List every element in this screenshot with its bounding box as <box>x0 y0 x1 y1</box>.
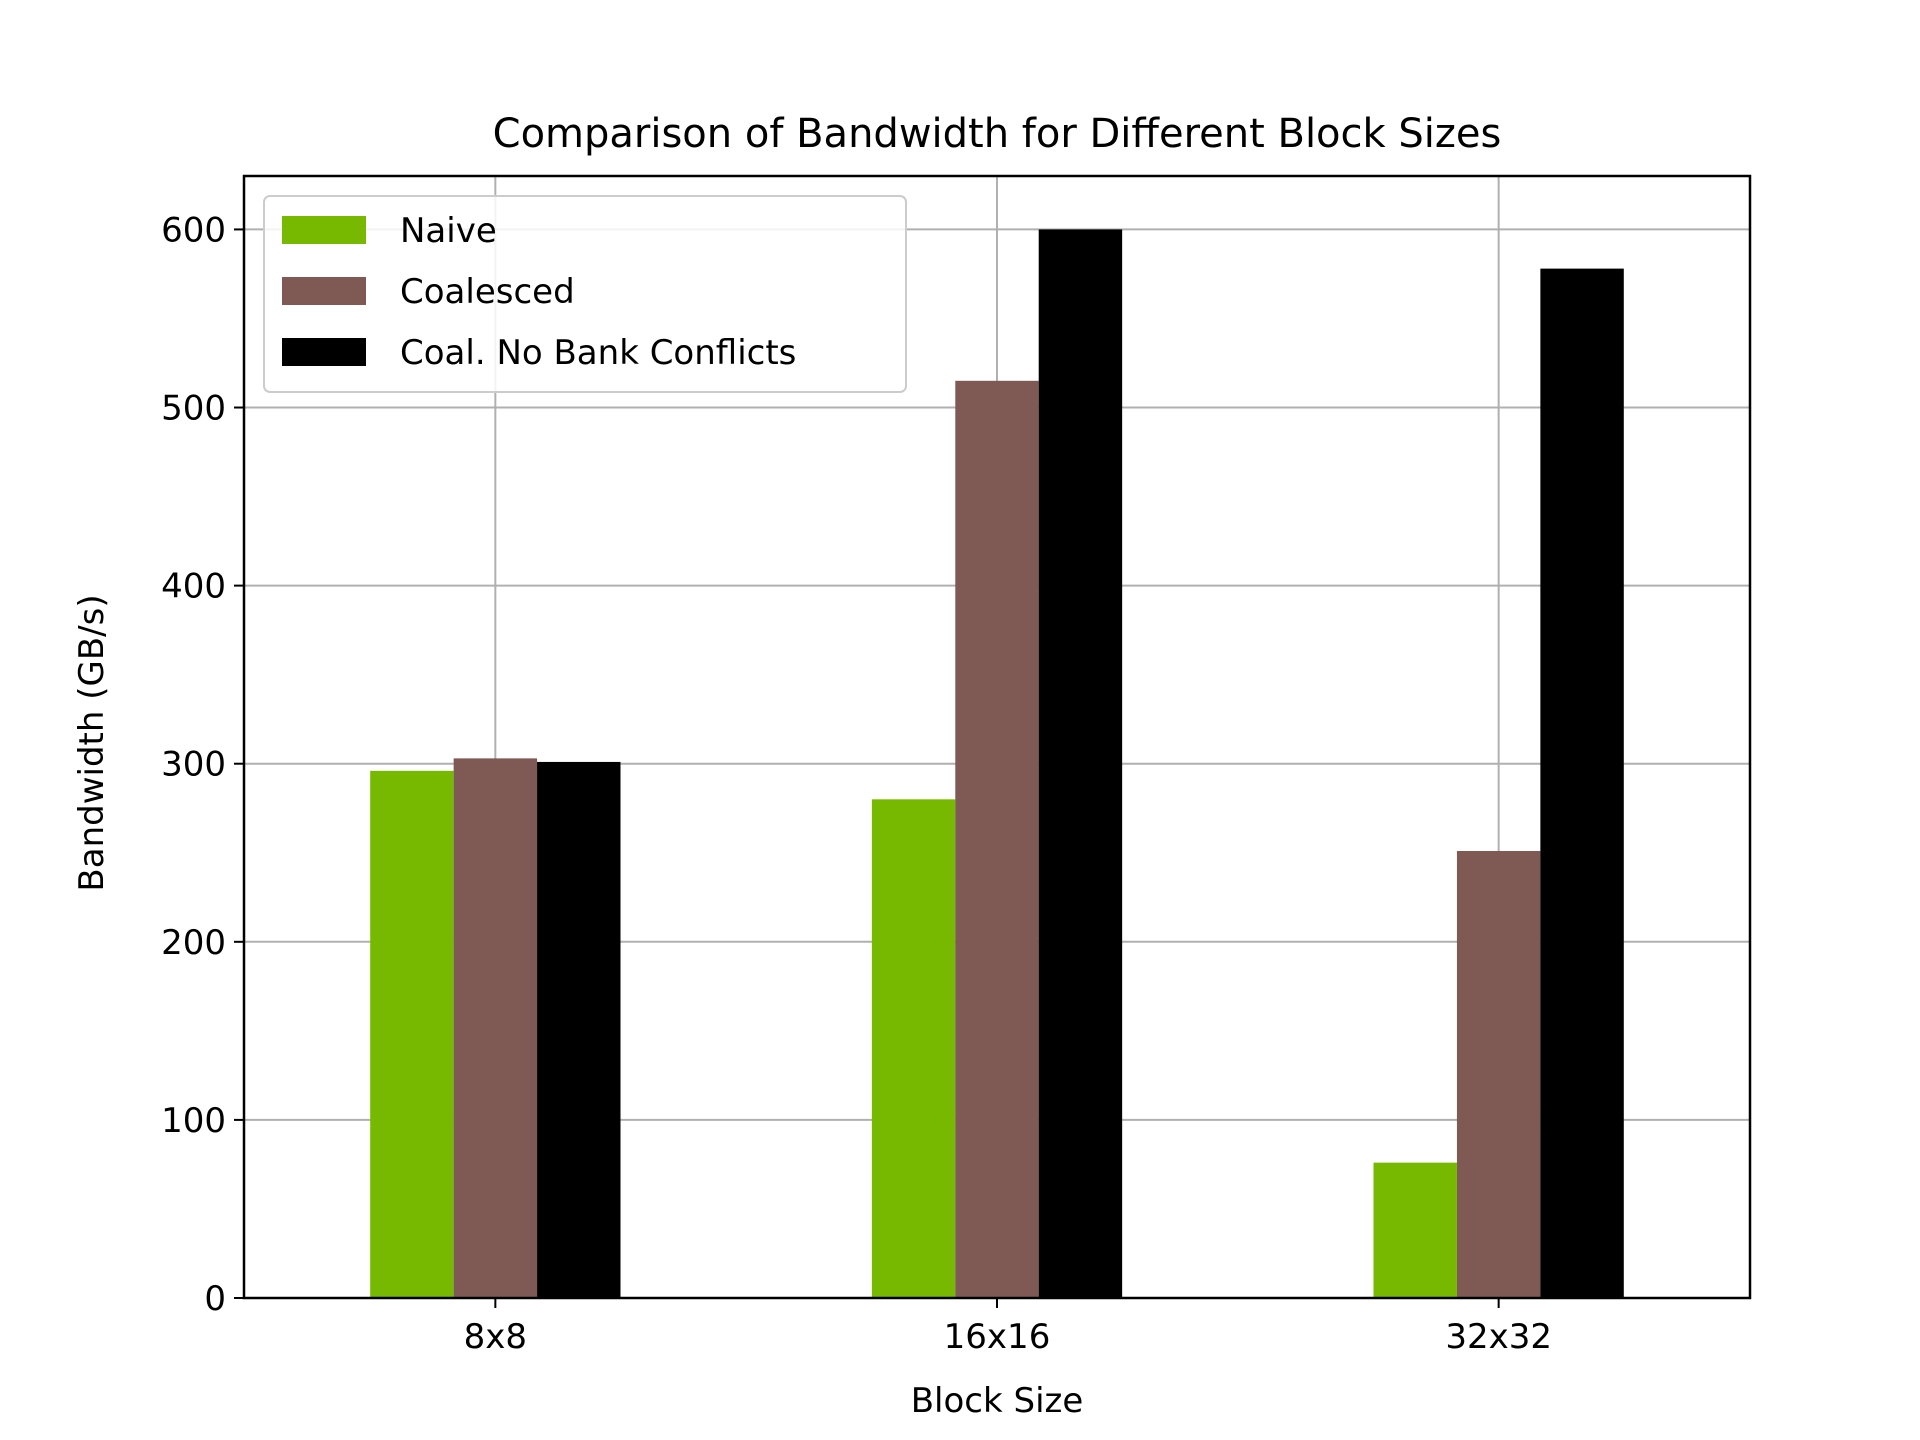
bar-coal-no-bank-conflicts-8x8 <box>537 761 621 1298</box>
legend-swatch <box>282 216 366 244</box>
y-tick-label: 100 <box>161 1101 226 1141</box>
bar-naive-16x16 <box>871 799 956 1298</box>
bars <box>370 229 1624 1299</box>
bar-coalesced-32x32 <box>1456 850 1541 1298</box>
y-axis-ticks: 0 100 200 300 400 500 600 <box>161 210 244 1319</box>
x-tick-label: 8x8 <box>464 1317 527 1357</box>
legend-label: Naive <box>400 211 497 251</box>
legend-swatch <box>282 277 366 305</box>
y-tick-label: 500 <box>161 389 226 429</box>
x-axis-label: Block Size <box>911 1381 1084 1421</box>
bar-coalesced-8x8 <box>453 758 538 1298</box>
chart-title: Comparison of Bandwidth for Different Bl… <box>493 111 1502 157</box>
x-tick-label: 16x16 <box>944 1317 1051 1357</box>
bar-naive-32x32 <box>1373 1162 1457 1298</box>
y-tick-label: 400 <box>161 567 226 607</box>
x-tick-label: 32x32 <box>1445 1317 1552 1357</box>
legend-label: Coal. No Bank Conflicts <box>400 333 796 373</box>
y-tick-label: 300 <box>161 745 226 785</box>
y-tick-label: 0 <box>204 1279 226 1319</box>
y-axis-label: Bandwidth (GB/s) <box>72 594 112 891</box>
x-axis-ticks: 8x8 16x16 32x32 <box>464 1298 1552 1357</box>
y-tick-label: 600 <box>161 210 226 250</box>
bar-coalesced-16x16 <box>955 380 1039 1298</box>
legend-label: Coalesced <box>400 272 575 312</box>
bar-coal-no-bank-conflicts-16x16 <box>1038 229 1123 1298</box>
legend: Naive Coalesced Coal. No Bank Conflicts <box>263 195 907 393</box>
legend-swatch <box>282 338 366 366</box>
bar-naive-8x8 <box>370 770 454 1298</box>
legend-box <box>263 195 907 393</box>
bar-coal-no-bank-conflicts-32x32 <box>1540 268 1624 1299</box>
y-tick-label: 200 <box>161 923 226 963</box>
